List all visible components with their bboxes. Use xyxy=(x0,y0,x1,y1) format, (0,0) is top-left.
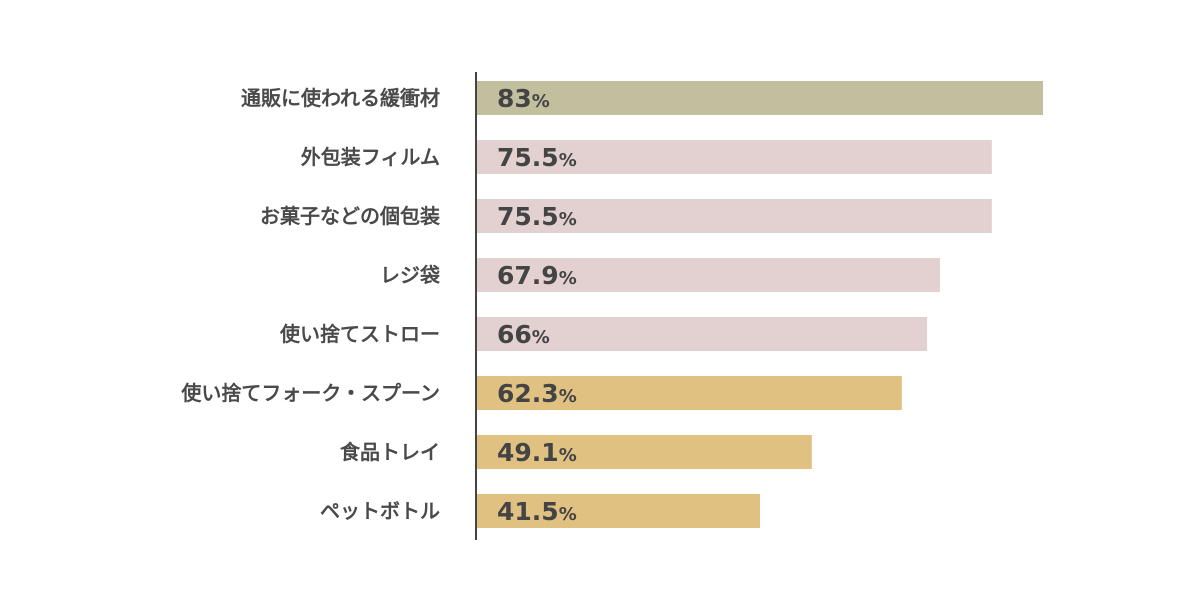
value-number: 62.3 xyxy=(497,379,559,408)
category-label: お菓子などの個包装 xyxy=(260,204,440,228)
bar xyxy=(477,435,812,469)
value-number: 83 xyxy=(497,84,532,113)
bar xyxy=(477,317,928,351)
category-label: ペットボトル xyxy=(320,499,440,523)
value-unit: % xyxy=(532,327,550,348)
category-label: レジ袋 xyxy=(380,263,441,287)
value-label: 62.3% xyxy=(497,379,577,408)
value-label: 41.5% xyxy=(497,497,577,526)
value-number: 49.1 xyxy=(497,438,559,467)
value-label: 83% xyxy=(497,84,550,113)
category-label: 外包装フィルム xyxy=(301,145,440,169)
category-label: 使い捨てフォーク・スプーン xyxy=(180,381,440,405)
bar xyxy=(477,376,902,410)
value-label: 75.5% xyxy=(497,143,577,172)
value-number: 75.5 xyxy=(497,202,559,231)
value-unit: % xyxy=(559,504,577,525)
category-label: 使い捨てストロー xyxy=(279,322,440,346)
bar xyxy=(477,494,760,528)
value-label: 67.9% xyxy=(497,261,577,290)
category-label: 通販に使われる緩衝材 xyxy=(241,86,440,110)
bar xyxy=(477,199,992,233)
bar xyxy=(477,81,1043,115)
value-label: 66% xyxy=(497,320,550,349)
value-unit: % xyxy=(559,445,577,466)
value-unit: % xyxy=(532,91,550,112)
value-label: 75.5% xyxy=(497,202,577,231)
value-unit: % xyxy=(559,268,577,289)
value-number: 75.5 xyxy=(497,143,559,172)
value-label: 49.1% xyxy=(497,438,577,467)
value-number: 66 xyxy=(497,320,532,349)
bar xyxy=(477,140,992,174)
value-unit: % xyxy=(559,386,577,407)
bar xyxy=(477,258,941,292)
value-unit: % xyxy=(559,150,577,171)
category-label: 食品トレイ xyxy=(340,440,440,464)
value-unit: % xyxy=(559,209,577,230)
value-number: 41.5 xyxy=(497,497,559,526)
value-number: 67.9 xyxy=(497,261,559,290)
